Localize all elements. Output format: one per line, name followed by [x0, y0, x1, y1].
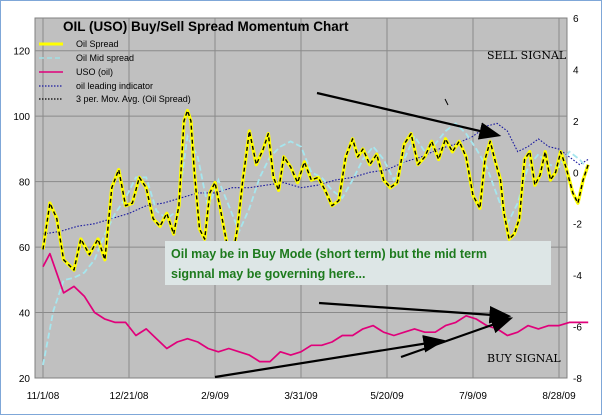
y-left-tick-label: 60 — [19, 243, 31, 254]
x-tick-label: 7/9/09 — [459, 391, 487, 402]
y-left-tick-label: 120 — [13, 47, 30, 58]
sell-signal-label: SELL SIGNAL — [487, 49, 567, 62]
small-tick-mark — [444, 98, 449, 106]
y-right-tick-label: 6 — [573, 14, 579, 25]
legend-label-oil-spread: Oil Spread — [76, 39, 119, 49]
sell-trend-arrow — [316, 91, 502, 140]
y-right-tick-label: 4 — [573, 65, 579, 76]
lower-buy-trend-arrow-2 — [400, 316, 514, 359]
y-left-tick-label: 80 — [19, 178, 31, 189]
x-tick-label: 8/28/09 — [542, 391, 576, 402]
y-right-tick-label: -4 — [573, 271, 582, 282]
x-tick-label: 11/1/08 — [27, 391, 60, 402]
chart-title: OIL (USO) Buy/Sell Spread Momentum Chart — [63, 19, 349, 34]
series-oil-mid-spread — [42, 122, 589, 366]
y-right-tick-label: -6 — [573, 323, 582, 334]
y-left-tick-label: 100 — [13, 112, 30, 123]
annotation-box — [165, 241, 551, 285]
legend-label-leading-indicator: oil leading indicator — [76, 81, 153, 91]
y-right-tick-label: 0 — [573, 168, 579, 179]
axes: 11/1/08 12/21/08 2/9/09 3/31/09 5/20/09 7/9/0… — [13, 14, 582, 402]
legend-label-mov-avg: 3 per. Mov. Avg. (Oil Spread) — [76, 94, 191, 104]
x-tick-label: 3/31/09 — [284, 391, 318, 402]
legend-label-oil-mid-spread: Oil Mid spread — [76, 53, 134, 63]
y-right-tick-label: 2 — [573, 117, 579, 128]
annotation-text-line2: signnal may be governing here... — [171, 267, 366, 281]
x-tick-label: 5/20/09 — [370, 391, 404, 402]
buy-signal-label: BUY SIGNAL — [487, 352, 561, 365]
annotation-text-line1: Oil may be in Buy Mode (short term) but … — [171, 247, 487, 261]
upper-buy-trend-arrow — [318, 301, 512, 324]
x-tick-label: 2/9/09 — [201, 391, 229, 402]
y-left-tick-label: 20 — [19, 374, 31, 385]
series-oil-spread-mov-avg — [42, 109, 589, 271]
lower-buy-trend-arrow-1 — [214, 335, 446, 379]
y-left-tick-label: 40 — [19, 309, 31, 320]
y-right-tick-label: -8 — [573, 374, 582, 385]
legend: Oil Spread Oil Mid spread USO (oil) oil … — [39, 39, 191, 104]
legend-label-uso: USO (oil) — [76, 67, 113, 77]
y-right-tick-label: -2 — [573, 220, 582, 231]
x-tick-label: 12/21/08 — [110, 391, 149, 402]
